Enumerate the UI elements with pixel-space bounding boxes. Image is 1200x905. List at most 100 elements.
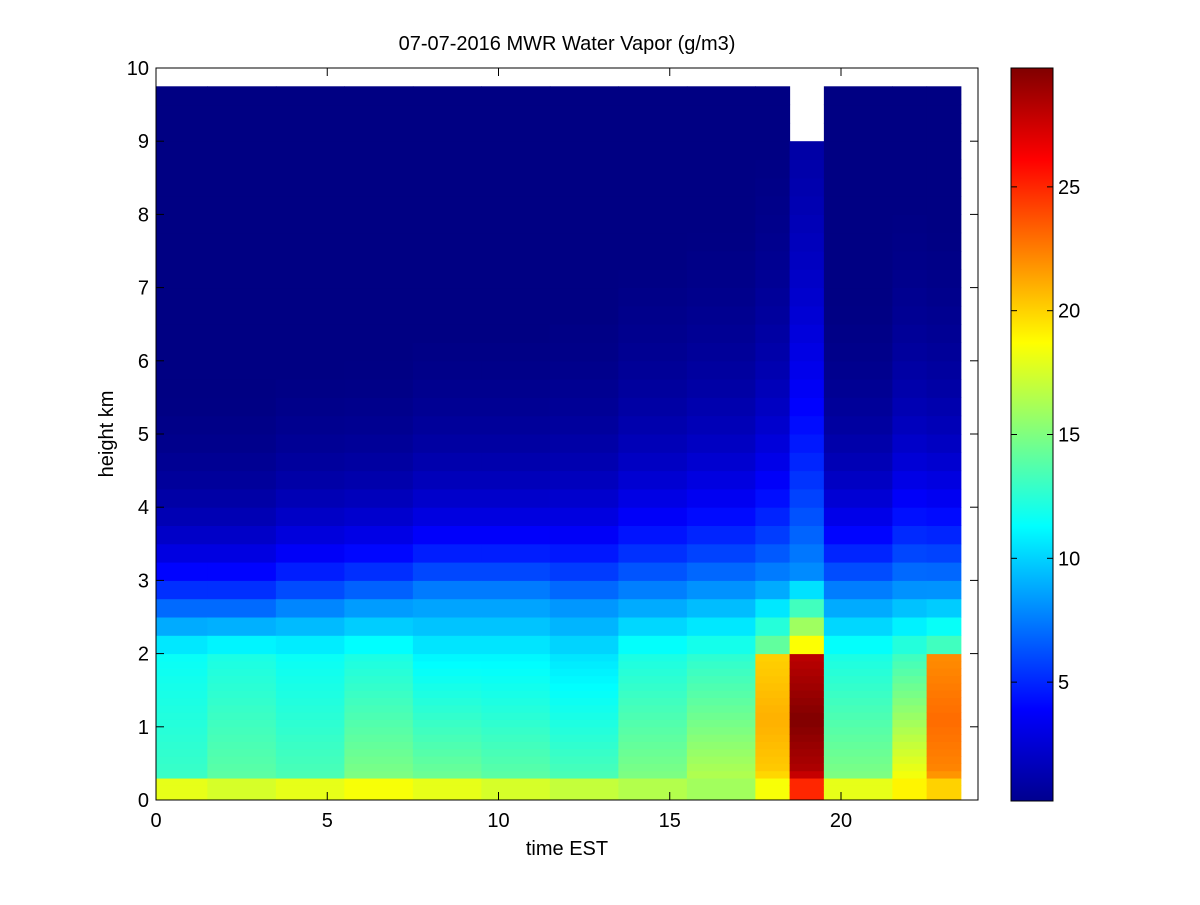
heatmap-cell — [156, 196, 208, 215]
heatmap-cell — [156, 778, 208, 786]
heatmap-cell — [344, 251, 414, 270]
heatmap-cell — [618, 562, 688, 581]
heatmap-cell — [481, 675, 551, 684]
heatmap-cell — [755, 756, 791, 764]
heatmap-cell — [823, 488, 893, 508]
heatmap-cell — [549, 712, 619, 720]
heatmap-cell — [412, 770, 482, 779]
heatmap-cell — [275, 324, 345, 343]
heatmap-cell — [823, 675, 893, 684]
heatmap-cell — [344, 785, 414, 794]
heatmap-cell — [481, 668, 551, 677]
heatmap-cell — [481, 653, 551, 662]
y-axis-label: height km — [96, 391, 118, 478]
heatmap-cell — [156, 580, 208, 600]
heatmap-cell — [275, 660, 345, 669]
heatmap-cell — [156, 397, 208, 417]
heatmap-cell — [412, 617, 482, 636]
heatmap-cell — [156, 305, 208, 325]
heatmap-cell — [823, 785, 893, 794]
heatmap-cell — [926, 785, 962, 794]
heatmap-cell — [344, 305, 414, 325]
heatmap-cell — [481, 719, 551, 728]
heatmap-cell — [823, 617, 893, 636]
heatmap-cell — [207, 741, 277, 750]
heatmap-cell — [549, 415, 619, 435]
heatmap-cell — [481, 712, 551, 720]
colorbar-tick-label: 5 — [1058, 672, 1069, 694]
heatmap-cell — [481, 415, 551, 435]
heatmap-cell — [686, 305, 756, 325]
heatmap-cell — [755, 434, 791, 453]
heatmap-cell — [207, 697, 277, 706]
heatmap-cell — [755, 726, 791, 735]
heatmap-cell — [686, 726, 756, 735]
heatmap-cell — [618, 697, 688, 706]
heatmap-cell — [549, 525, 619, 545]
heatmap-cell — [412, 159, 482, 179]
heatmap-cell — [549, 397, 619, 417]
heatmap-cell — [481, 360, 551, 380]
heatmap-cell — [412, 660, 482, 669]
heatmap-cell — [207, 360, 277, 380]
heatmap-cell — [618, 756, 688, 764]
heatmap-cell — [789, 617, 825, 636]
heatmap-cell — [789, 598, 825, 618]
heatmap-cell — [481, 598, 551, 618]
heatmap-cell — [275, 704, 345, 713]
heatmap-cell — [412, 452, 482, 472]
heatmap-cell — [412, 360, 482, 380]
heatmap-cell — [823, 86, 893, 106]
heatmap-cell — [275, 177, 345, 197]
heatmap-cell — [686, 712, 756, 720]
heatmap-cell — [755, 748, 791, 757]
heatmap-cell — [481, 251, 551, 270]
heatmap-cell — [892, 379, 928, 398]
heatmap-cell — [156, 86, 208, 106]
heatmap-cell — [892, 452, 928, 472]
heatmap-cell — [618, 785, 688, 794]
heatmap-cell — [275, 682, 345, 691]
heatmap-cell — [549, 543, 619, 563]
heatmap-cell — [755, 177, 791, 197]
heatmap-cell — [618, 635, 688, 655]
heatmap-cell — [344, 324, 414, 343]
heatmap-cell — [156, 726, 208, 735]
heatmap-cell — [823, 305, 893, 325]
heatmap-cell — [549, 763, 619, 772]
heatmap-cell — [412, 690, 482, 699]
heatmap-cell — [156, 360, 208, 380]
heatmap-cell — [275, 305, 345, 325]
heatmap-cell — [275, 122, 345, 142]
heatmap-cell — [926, 324, 962, 343]
heatmap-cell — [892, 653, 928, 662]
heatmap-cell — [618, 415, 688, 435]
heatmap-cell — [926, 726, 962, 735]
heatmap-cell — [618, 682, 688, 691]
heatmap-cell — [823, 214, 893, 234]
heatmap-cell — [892, 598, 928, 618]
heatmap-cell — [549, 756, 619, 764]
colorbar-tick-label: 15 — [1058, 425, 1080, 447]
heatmap-cell — [549, 452, 619, 472]
heatmap-cell — [275, 598, 345, 618]
heatmap-cell — [207, 719, 277, 728]
heatmap-cell — [156, 177, 208, 197]
heatmap-cell — [275, 434, 345, 453]
heatmap-cell — [892, 177, 928, 197]
heatmap-cell — [618, 770, 688, 779]
heatmap-cell — [275, 734, 345, 742]
heatmap-cell — [926, 342, 962, 362]
heatmap-cell — [686, 719, 756, 728]
heatmap-cell — [789, 305, 825, 325]
heatmap-cell — [823, 415, 893, 435]
heatmap-cell — [549, 141, 619, 160]
heatmap-cell — [412, 697, 482, 706]
heatmap-cell — [618, 734, 688, 742]
heatmap-cell — [892, 122, 928, 142]
heatmap-cell — [481, 397, 551, 417]
heatmap-cell — [892, 196, 928, 215]
heatmap-cell — [686, 690, 756, 699]
heatmap-cell — [618, 543, 688, 563]
